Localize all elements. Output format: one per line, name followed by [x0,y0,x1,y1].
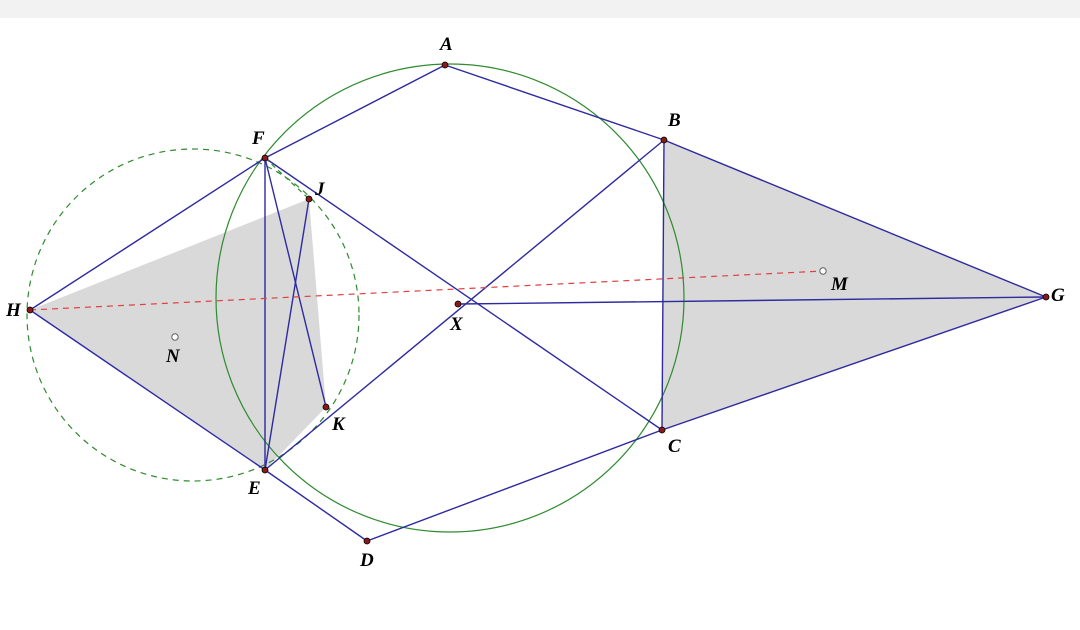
open-point [820,268,826,274]
point-label: A [439,34,453,55]
closed-point [306,196,312,202]
edge-line [265,140,664,470]
closed-point [659,427,665,433]
dashed-line [265,158,309,199]
closed-point [27,307,33,313]
point-label: F [251,128,265,149]
closed-point [455,301,461,307]
point-label: D [359,550,374,571]
edge-line [367,430,662,541]
filled-polygon [662,140,1046,430]
point-label: J [314,179,325,200]
closed-point [661,137,667,143]
point-label: B [667,110,681,131]
filled-polygon [30,199,326,470]
window-header-bar [0,0,1080,18]
closed-point [262,155,268,161]
edge-line [265,65,445,158]
point-label: C [668,436,681,457]
open-point [172,334,178,340]
point-label: H [5,300,22,321]
edge-line [265,470,367,541]
closed-point [364,538,370,544]
point-label: N [165,346,181,367]
geometry-canvas: A B C D E F G H J K X M N [0,18,1080,630]
closed-point [323,404,329,410]
point-label: G [1051,285,1065,306]
closed-point [1043,294,1049,300]
point-label: M [830,274,849,295]
edge-line [265,158,662,430]
point-label: K [331,414,346,435]
point-label: X [449,314,464,335]
closed-point [262,467,268,473]
point-label: E [247,478,261,499]
edge-line [445,65,664,140]
closed-point [442,62,448,68]
